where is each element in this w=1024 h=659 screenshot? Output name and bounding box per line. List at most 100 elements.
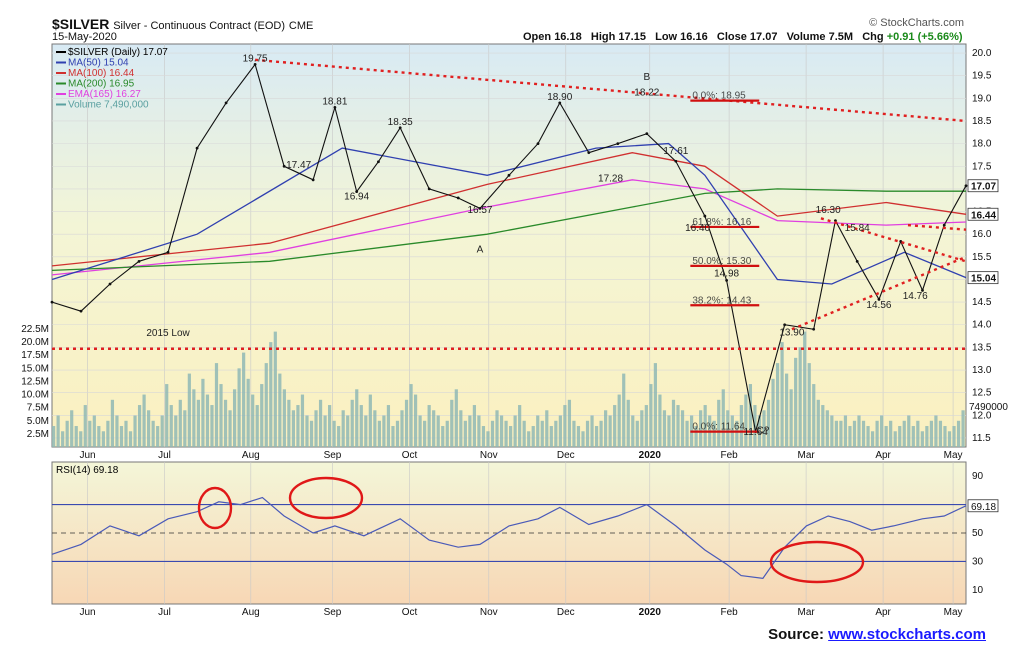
x-tick-label: Dec (557, 607, 575, 618)
volume-bar (133, 415, 137, 447)
series-line-1 (51, 142, 967, 285)
x-tick-label: Sep (324, 450, 342, 461)
brand-label: © StockCharts.com (869, 17, 964, 29)
volume-bar (934, 415, 938, 447)
volume-bar (386, 405, 391, 447)
volume-bar (341, 410, 345, 447)
volume-bar (925, 426, 929, 447)
volume-bar (726, 410, 730, 447)
volume-bar (834, 420, 838, 447)
volume-bar (785, 373, 789, 447)
volume-bar (255, 405, 259, 447)
volume-bar (739, 405, 743, 447)
volume-bar (178, 399, 182, 447)
volume-bar (337, 426, 341, 447)
legend-entry: MA(100) 16.44 (68, 68, 135, 79)
volume-y-tick: 12.5M (21, 376, 49, 387)
volume-bar (902, 420, 906, 447)
volume-bar (861, 420, 866, 447)
volume-bar (183, 410, 187, 447)
volume-bar (278, 373, 282, 447)
volume-bar (377, 420, 381, 447)
x-tick-label: Jul (158, 450, 171, 461)
volume-bar (459, 410, 463, 447)
price-point (964, 184, 968, 188)
volume-bar (875, 420, 879, 447)
volume-bar (404, 399, 409, 447)
price-label: 18.35 (388, 117, 413, 128)
price-point (224, 101, 228, 105)
volume-bar (744, 394, 748, 447)
volume-bar (694, 426, 698, 447)
volume-bar (762, 410, 766, 447)
legend-entry: Volume 7,490,000 (68, 100, 149, 111)
volume-y-tick: 10.0M (21, 390, 49, 401)
volume-bar (106, 420, 110, 447)
x-tick-label: Oct (402, 450, 418, 461)
symbol: $SILVER (52, 16, 110, 32)
wave-label: 2015 Low (146, 328, 190, 339)
volume-y-tick: 15.0M (21, 363, 49, 374)
volume-bar (671, 399, 676, 447)
volume-bar (395, 420, 400, 447)
volume-bar (101, 431, 105, 447)
instrument: Silver - Continuous Contract (EOD) (113, 20, 285, 32)
fib-label: 0.0%: 18.95 (692, 91, 746, 102)
volume-bar (273, 331, 277, 447)
price-point (616, 142, 620, 146)
volume-bar (880, 415, 884, 447)
volume-bar (848, 426, 852, 447)
price-y-tick: 13.5 (972, 342, 992, 353)
volume-bar (52, 426, 56, 447)
volume-bar (789, 389, 793, 447)
volume-bar (282, 389, 286, 447)
volume-bar (916, 420, 920, 447)
rsi-highlight-ellipse (288, 476, 364, 520)
volume-bar (264, 363, 268, 447)
price-label: 18.22 (634, 87, 659, 98)
rsi-badge-box (967, 499, 999, 513)
volume-bar (622, 373, 626, 447)
price-point (377, 160, 380, 164)
price-point (558, 101, 562, 105)
volume-bar (481, 426, 486, 447)
volume-bar (409, 384, 413, 447)
volume-bar (147, 410, 151, 447)
volume-bar (79, 431, 83, 447)
fib-label: 50.0%: 15.30 (692, 256, 751, 267)
volume-bar (296, 405, 300, 447)
price-y-tick: 16.0 (972, 229, 992, 240)
volume-bar (309, 420, 314, 447)
volume-bar (775, 363, 780, 447)
price-y-tick: 18.0 (972, 139, 992, 150)
x-tick-label: May (944, 607, 963, 618)
trend-line (820, 217, 967, 263)
source-link[interactable]: www.stockcharts.com (828, 626, 986, 643)
price-point (536, 142, 540, 146)
volume-bar (368, 394, 372, 447)
volume-bar (766, 399, 771, 447)
volume-bar (128, 431, 133, 447)
series-line-0 (51, 63, 967, 432)
x-tick-label: 2020 (639, 607, 662, 618)
volume-bar (328, 405, 332, 447)
chart-title: $SILVER Silver - Continuous Contract (EO… (52, 16, 313, 32)
volume-bar (667, 415, 671, 447)
volume-bar (938, 420, 943, 447)
volume-bar (151, 420, 155, 447)
volume-bar (174, 415, 178, 447)
volume-bar (192, 389, 196, 447)
legend-entry: $SILVER (Daily) 17.07 (68, 47, 168, 58)
source-credit: Source: www.stockcharts.com (768, 626, 986, 643)
volume-bar (513, 415, 517, 447)
volume-bar (943, 426, 947, 447)
price-label: 18.81 (322, 96, 347, 107)
volume-bar (721, 389, 725, 447)
price-point (783, 323, 787, 327)
volume-bar (644, 405, 648, 447)
volume-bar (504, 420, 508, 447)
wave-label: B (643, 72, 650, 83)
volume-bar (219, 384, 223, 447)
volume-bar (581, 431, 585, 447)
price-label: 14.76 (903, 291, 928, 302)
